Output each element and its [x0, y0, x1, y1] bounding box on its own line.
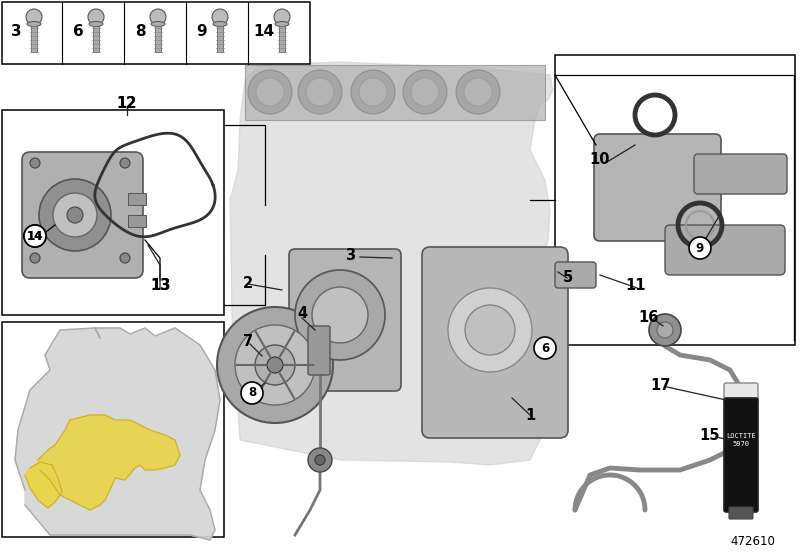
Circle shape	[267, 357, 283, 373]
Bar	[279, 26, 285, 52]
FancyBboxPatch shape	[665, 225, 785, 275]
Circle shape	[255, 345, 295, 385]
Circle shape	[241, 382, 263, 404]
Bar	[31, 26, 37, 52]
Circle shape	[657, 322, 673, 338]
Circle shape	[235, 325, 315, 405]
FancyBboxPatch shape	[729, 507, 753, 519]
Text: 3: 3	[345, 248, 355, 263]
Circle shape	[308, 448, 332, 472]
Circle shape	[26, 9, 42, 25]
Circle shape	[212, 9, 228, 25]
Text: 4: 4	[297, 306, 307, 320]
Ellipse shape	[89, 21, 103, 26]
Text: 17: 17	[651, 377, 671, 393]
Circle shape	[88, 9, 104, 25]
Circle shape	[448, 288, 532, 372]
Bar	[93, 26, 99, 52]
Circle shape	[456, 70, 500, 114]
Text: 6: 6	[73, 25, 83, 40]
Bar	[2, 110, 224, 315]
Circle shape	[120, 158, 130, 168]
Circle shape	[312, 287, 368, 343]
Ellipse shape	[275, 21, 289, 26]
Circle shape	[39, 179, 111, 251]
Circle shape	[150, 9, 166, 25]
Bar	[245, 65, 545, 120]
FancyBboxPatch shape	[422, 247, 568, 438]
Circle shape	[30, 253, 40, 263]
Text: 6: 6	[541, 342, 549, 354]
Text: 14: 14	[27, 230, 43, 242]
FancyBboxPatch shape	[724, 398, 758, 512]
Text: 12: 12	[117, 96, 137, 110]
Text: 9: 9	[197, 25, 207, 40]
Text: LOCTITE
5970: LOCTITE 5970	[726, 433, 756, 446]
Ellipse shape	[27, 21, 41, 26]
Text: 8: 8	[248, 386, 256, 399]
Circle shape	[256, 78, 284, 106]
Circle shape	[248, 70, 292, 114]
FancyBboxPatch shape	[594, 134, 721, 241]
Ellipse shape	[151, 21, 165, 26]
Text: 1: 1	[525, 408, 535, 422]
Bar	[2, 2, 310, 64]
Circle shape	[649, 314, 681, 346]
FancyBboxPatch shape	[308, 326, 330, 375]
Text: 16: 16	[638, 310, 658, 325]
FancyBboxPatch shape	[724, 383, 758, 403]
Bar	[555, 55, 795, 345]
Circle shape	[689, 237, 711, 259]
Polygon shape	[230, 62, 553, 465]
FancyBboxPatch shape	[22, 152, 143, 278]
Circle shape	[534, 337, 556, 359]
Circle shape	[403, 70, 447, 114]
Text: 13: 13	[150, 278, 170, 292]
Bar	[128, 193, 146, 205]
Text: 14: 14	[254, 25, 274, 40]
Ellipse shape	[213, 21, 227, 26]
FancyBboxPatch shape	[289, 249, 401, 391]
Circle shape	[306, 78, 334, 106]
Bar	[155, 26, 161, 52]
Circle shape	[53, 193, 97, 237]
Bar	[2, 322, 224, 537]
Circle shape	[351, 70, 395, 114]
Text: 2: 2	[243, 277, 253, 292]
Text: 472610: 472610	[730, 535, 775, 548]
Text: 13: 13	[150, 278, 170, 292]
Text: 11: 11	[626, 278, 646, 293]
Circle shape	[315, 455, 325, 465]
Text: 10: 10	[590, 152, 610, 167]
Polygon shape	[38, 415, 180, 510]
Circle shape	[464, 78, 492, 106]
Circle shape	[465, 305, 515, 355]
Circle shape	[120, 253, 130, 263]
FancyBboxPatch shape	[555, 262, 596, 288]
Circle shape	[411, 78, 439, 106]
Circle shape	[217, 307, 333, 423]
Text: 9: 9	[696, 241, 704, 254]
Text: 12: 12	[117, 96, 137, 110]
Bar	[217, 26, 223, 52]
Bar	[128, 215, 146, 227]
Text: 3: 3	[10, 25, 22, 40]
Polygon shape	[15, 328, 220, 540]
Text: 8: 8	[134, 25, 146, 40]
Text: 7: 7	[243, 334, 253, 349]
Circle shape	[295, 270, 385, 360]
Text: 14: 14	[27, 230, 43, 242]
Polygon shape	[25, 462, 62, 508]
Text: 5: 5	[563, 270, 573, 286]
Circle shape	[67, 207, 83, 223]
Circle shape	[274, 9, 290, 25]
FancyBboxPatch shape	[694, 154, 787, 194]
Circle shape	[359, 78, 387, 106]
Circle shape	[24, 225, 46, 247]
Circle shape	[298, 70, 342, 114]
Circle shape	[30, 158, 40, 168]
Text: 15: 15	[700, 427, 720, 442]
Circle shape	[24, 225, 46, 247]
